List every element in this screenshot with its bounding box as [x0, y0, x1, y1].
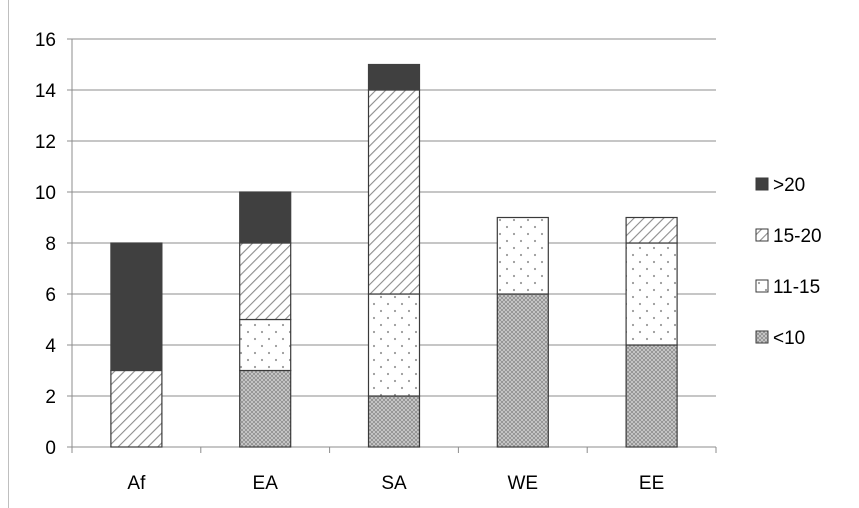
x-tick-label-WE: WE	[507, 473, 538, 494]
bar-Af-15-20	[110, 369, 163, 448]
bar-SA-15-20	[367, 89, 421, 295]
y-tick-label: 0	[45, 438, 56, 459]
bar-WE-11-15	[496, 216, 549, 295]
legend-label: >20	[773, 175, 805, 196]
legend-swatch	[755, 330, 769, 344]
bar-SA-11-15	[367, 293, 421, 397]
y-tick-label: 10	[35, 183, 56, 204]
bar-EE-15-20	[625, 216, 678, 244]
legend-swatch	[755, 228, 769, 242]
y-tick-label: 4	[45, 336, 56, 357]
bar-WE-<10	[496, 293, 549, 448]
bar-EA-15-20	[239, 242, 292, 321]
bar-EE-<10	[625, 344, 678, 448]
bar-SA->20	[367, 63, 421, 91]
chart-frame	[8, 0, 859, 508]
bar-EE-11-15	[625, 242, 678, 346]
y-tick-label: 6	[45, 285, 56, 306]
legend-label: <10	[773, 328, 805, 349]
y-tick-label: 8	[45, 234, 56, 255]
bar-Af->20	[110, 242, 163, 372]
x-tick-label-SA: SA	[381, 473, 407, 494]
x-tick-label-EA: EA	[253, 473, 279, 494]
axes: 0 2 4 6 8 10 12 14 16 Af EA SA WE EE	[35, 30, 717, 494]
y-tick-label: 16	[35, 30, 56, 51]
legend-label: 15-20	[773, 226, 822, 247]
legend-label: 11-15	[773, 277, 820, 298]
gridlines	[72, 38, 716, 397]
bars	[110, 63, 678, 448]
legend-swatch	[755, 177, 769, 191]
bar-EA-11-15	[239, 318, 292, 372]
y-tick-label: 12	[35, 132, 56, 153]
bar-EA-<10	[239, 369, 292, 448]
x-tick-label-Af: Af	[127, 473, 146, 494]
bar-EA->20	[239, 191, 292, 244]
legend: >20 15-20 11-15 <10	[755, 175, 822, 349]
y-tick-label: 14	[35, 81, 57, 102]
legend-swatch	[755, 279, 769, 293]
bar-SA-<10	[367, 395, 421, 448]
x-tick-label-EE: EE	[639, 473, 664, 494]
y-tick-label: 2	[45, 387, 56, 408]
